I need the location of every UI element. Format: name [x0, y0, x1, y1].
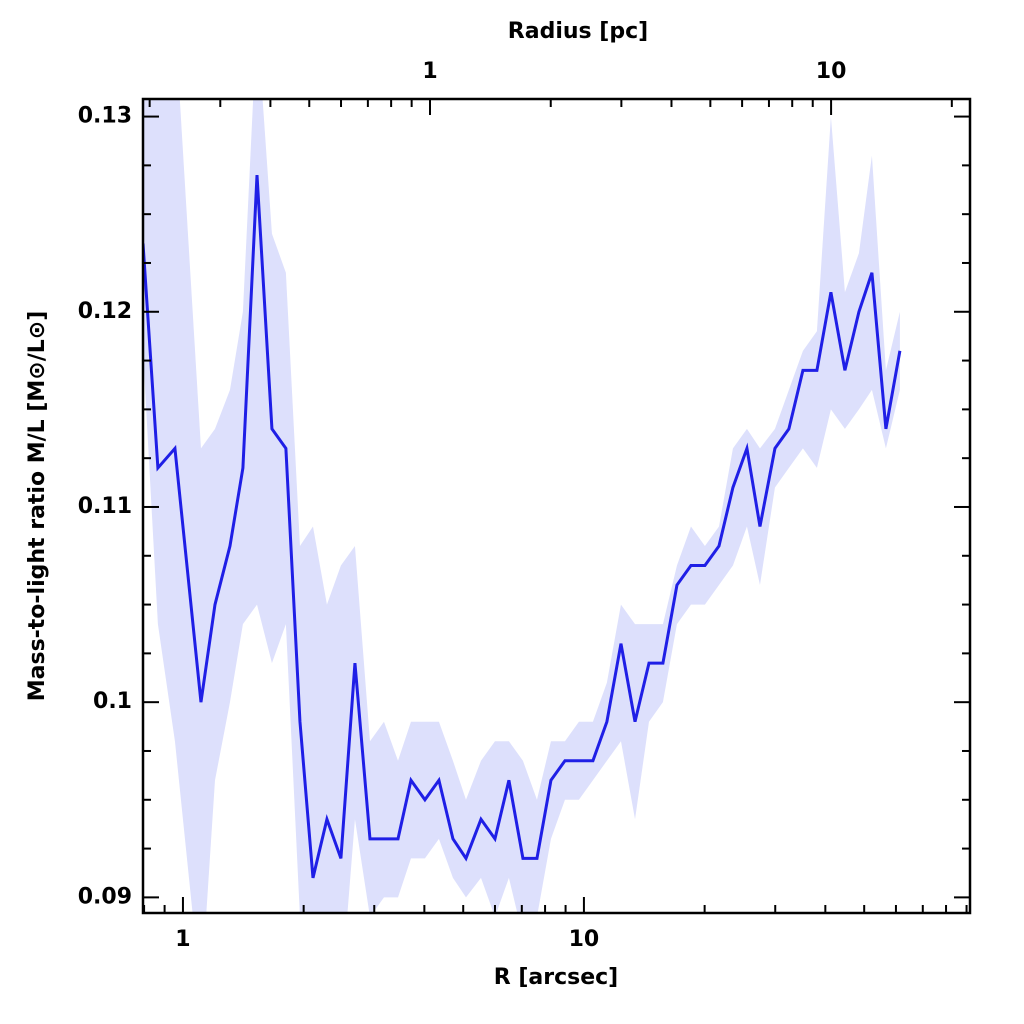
x-tick-label: 10: [569, 927, 600, 952]
data-line: [143, 175, 902, 879]
y-tick-label: 0.11: [78, 494, 132, 519]
y-tick-label: 0.12: [78, 299, 132, 324]
x-axis-label: R [arcsec]: [494, 965, 619, 990]
plot-area: [143, 99, 902, 913]
y-tick-label: 0.09: [78, 884, 132, 909]
error-band: [143, 99, 900, 913]
x2-tick-label: 1: [422, 59, 437, 84]
y-tick-label: 0.1: [93, 689, 132, 714]
x2-tick-label: 10: [816, 59, 847, 84]
y-tick-label: 0.13: [78, 104, 132, 129]
x-tick-label: 1: [175, 927, 190, 952]
y-axis-label: Mass-to-light ratio M/L [M⊙/L⊙]: [25, 311, 50, 702]
x2-axis-label: Radius [pc]: [508, 19, 648, 44]
